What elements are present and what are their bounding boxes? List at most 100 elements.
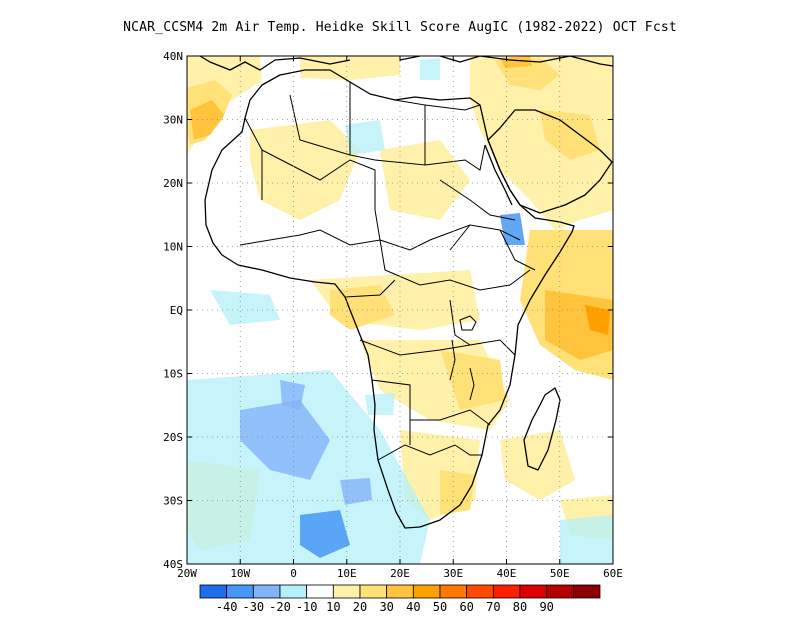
field-patch: [560, 515, 613, 564]
colorbar-label: 20: [353, 600, 367, 614]
country-border: [449, 299, 471, 346]
colorbar-swatch: [199, 584, 228, 599]
lat-tick-label: 40N: [163, 50, 183, 63]
field-patch: [187, 56, 262, 155]
lat-tick-label: 20S: [163, 431, 183, 444]
madagascar-coastline: [523, 387, 561, 471]
country-border: [377, 444, 482, 461]
colorbar-swatch: [252, 584, 281, 599]
country-border: [261, 149, 381, 241]
colorbar-swatch: [306, 584, 334, 599]
field-patch: [330, 285, 395, 330]
colorbar-label: 80: [513, 600, 527, 614]
field-shading: [187, 56, 613, 564]
colorbar-label: 30: [379, 600, 393, 614]
country-border: [379, 239, 531, 291]
colorbar-label: -10: [296, 600, 318, 614]
colorbar-swatch: [332, 584, 361, 599]
field-patch: [500, 56, 532, 68]
country-border: [239, 224, 521, 251]
lat-tick-label: EQ: [170, 304, 183, 317]
skill-field-layer: [187, 56, 613, 564]
lon-tick-label: 50E: [550, 567, 570, 580]
field-patch: [380, 140, 470, 220]
colorbar-label: 50: [433, 600, 447, 614]
lon-tick-label: 10W: [230, 567, 250, 580]
field-patch: [585, 305, 610, 335]
colorbar-swatch: [359, 584, 388, 599]
country-borders-layer: [239, 82, 536, 461]
field-patch: [365, 393, 395, 415]
lat-tick-label: 30S: [163, 495, 183, 508]
axis-tick-labels: 20W 10W 0 10E 20E 30E 40E 50E 60E 40N 30N 20N 10N EQ 1…: [163, 50, 623, 580]
colorbar-swatch: [226, 584, 254, 599]
field-patch: [300, 510, 350, 558]
graticule: [187, 56, 613, 564]
country-border: [439, 179, 516, 221]
field-patch: [210, 290, 280, 325]
lon-tick-label: 20W: [177, 567, 197, 580]
country-border: [371, 379, 491, 426]
colorbar-swatch: [546, 584, 574, 599]
field-patch: [440, 470, 475, 515]
colorbar-label: -30: [242, 600, 264, 614]
lat-tick-label: 10N: [163, 241, 183, 254]
lon-tick-label: 20E: [390, 567, 410, 580]
axis-ticks: [186, 55, 614, 565]
lon-tick-label: 10E: [337, 567, 357, 580]
colorbar-swatch: [519, 584, 548, 599]
europe-coastline: [199, 55, 614, 71]
colorbar-label: 90: [539, 600, 553, 614]
africa-coastline: [204, 69, 575, 529]
field-patch: [540, 110, 600, 160]
coastline-layer: [199, 55, 614, 529]
lon-tick-label: 30E: [443, 567, 463, 580]
lat-tick-label: 40S: [163, 558, 183, 571]
lat-tick-label: 10S: [163, 368, 183, 381]
country-border: [344, 279, 396, 298]
lat-tick-label: 30N: [163, 114, 183, 127]
lat-tick-label: 20N: [163, 177, 183, 190]
colorbar-label: 10: [326, 600, 340, 614]
field-patch: [345, 120, 385, 155]
red-sea-inner: [484, 144, 513, 206]
country-border: [244, 117, 263, 200]
country-border: [349, 82, 426, 166]
country-border: [424, 144, 486, 171]
colorbar: [199, 584, 601, 599]
colorbar-swatch: [412, 584, 441, 599]
field-patch: [190, 100, 224, 140]
colorbar-swatch: [466, 584, 494, 599]
colorbar-swatch: [439, 584, 468, 599]
colorbar-label: -20: [269, 600, 291, 614]
colorbar-label: 40: [406, 600, 420, 614]
arabia-coastline: [487, 109, 613, 214]
field-patch: [420, 58, 440, 80]
colorbar-swatch: [492, 584, 521, 599]
field-patch: [280, 380, 305, 410]
country-border: [359, 339, 516, 356]
field-patch: [500, 430, 575, 500]
colorbar-label: 70: [486, 600, 500, 614]
colorbar-swatch: [572, 584, 601, 599]
field-patch: [300, 56, 400, 80]
colorbar-swatch: [279, 584, 308, 599]
lake-malawi: [469, 367, 475, 401]
colorbar-label: 60: [459, 600, 473, 614]
country-border: [499, 229, 536, 271]
field-patch: [250, 120, 360, 220]
lon-tick-label: 0: [290, 567, 297, 580]
field-patch: [470, 56, 613, 230]
lon-tick-label: 60E: [603, 567, 623, 580]
country-border: [289, 94, 351, 156]
colorbar-swatch: [386, 584, 414, 599]
lon-tick-label: 40E: [497, 567, 517, 580]
lake-victoria: [459, 315, 477, 331]
colorbar-labels: -40 -30 -20 -10 10 20 30 40 50 60 70 80 90: [216, 600, 554, 614]
field-patch: [240, 400, 330, 480]
country-border: [424, 104, 481, 111]
colorbar-label: -40: [216, 600, 238, 614]
page-title: NCAR_CCSM4 2m Air Temp. Heidke Skill Sco…: [123, 20, 677, 35]
country-border: [449, 224, 471, 251]
